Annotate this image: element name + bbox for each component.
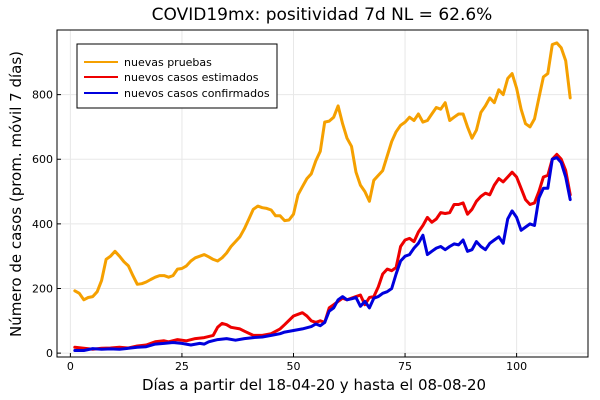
y-tick-label: 0 [46, 347, 53, 360]
y-tick-label: 200 [32, 282, 53, 295]
legend-label-nuevas-pruebas: nuevas pruebas [124, 56, 212, 69]
y-tick-label: 600 [32, 153, 53, 166]
legend-label-nuevos-casos-confirmados: nuevos casos confirmados [124, 87, 270, 100]
x-tick-label: 50 [286, 360, 300, 373]
x-tick-label: 100 [506, 360, 527, 373]
x-axis-label: Días a partir del 18-04-20 y hasta el 08… [142, 376, 486, 394]
legend: nuevas pruebas nuevos casos estimados nu… [76, 43, 278, 109]
ticks: 0 25 50 75 100 0 200 400 600 800 [32, 89, 527, 373]
x-tick-label: 0 [67, 360, 74, 373]
series-line-nuevas-pruebas [73, 41, 572, 302]
series-line-nuevos-casos-confirmados [73, 156, 572, 352]
legend-label-nuevos-casos-estimados: nuevos casos estimados [124, 71, 259, 84]
plot-frame [56, 29, 589, 358]
series-line-nuevos-casos-estimados [73, 152, 572, 351]
x-tick-label: 25 [175, 360, 189, 373]
y-tick-label: 800 [32, 89, 53, 102]
y-tick-label: 400 [32, 218, 53, 231]
x-tick-label: 75 [398, 360, 412, 373]
y-axis-label: Número de casos (prom. móvil 7 días) [7, 51, 25, 337]
chart-title: COVID19mx: positividad 7d NL = 62.6% [152, 5, 493, 25]
series-lines [73, 41, 572, 352]
